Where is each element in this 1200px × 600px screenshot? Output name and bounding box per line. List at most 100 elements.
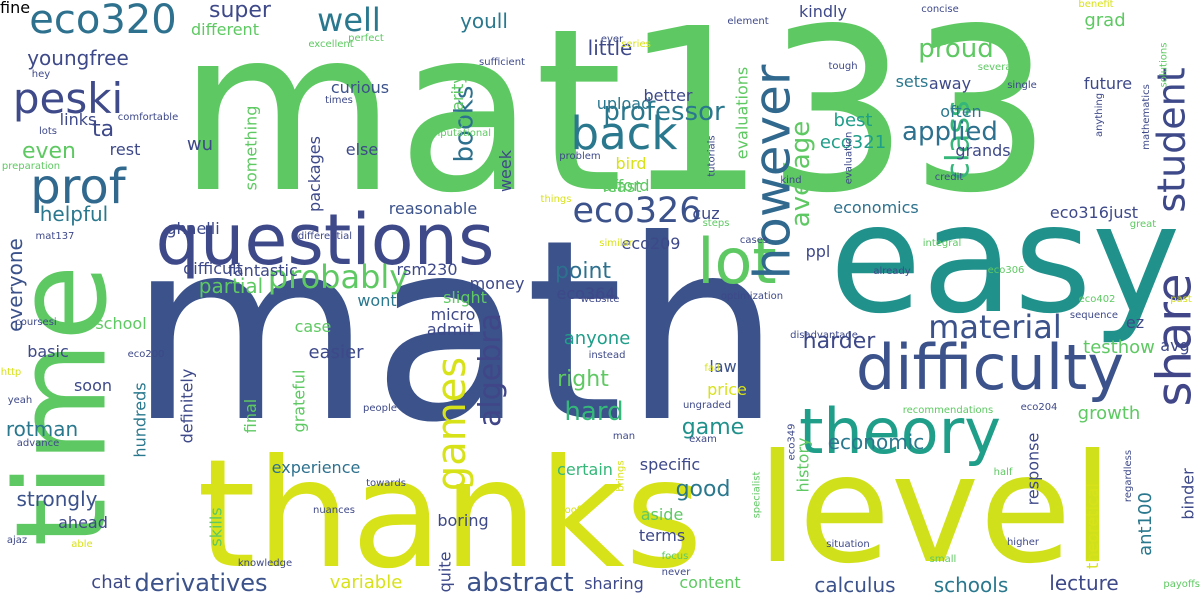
- word: disadvantage: [790, 330, 858, 341]
- word: eco402: [1078, 294, 1116, 305]
- word: ghaelli: [166, 219, 220, 238]
- word: sharing: [584, 574, 644, 593]
- word: specific: [639, 455, 701, 474]
- word: wont: [357, 291, 397, 310]
- word: mat133: [177, 0, 1053, 243]
- word: grad: [1084, 10, 1126, 31]
- word: mat137: [35, 231, 75, 242]
- word: often: [940, 102, 982, 121]
- word: benefit: [1078, 0, 1114, 10]
- word: coursesi: [15, 317, 57, 328]
- word: math: [128, 186, 782, 477]
- word: single: [1007, 80, 1037, 91]
- word: past: [1170, 294, 1192, 305]
- word: fine: [0, 0, 31, 17]
- word: man: [612, 431, 636, 442]
- word: point: [554, 259, 612, 284]
- word: eco320: [29, 0, 177, 43]
- word: theory: [799, 395, 1001, 468]
- word: rotman: [5, 417, 79, 441]
- word: recommendations: [902, 405, 994, 416]
- word: soon: [73, 376, 113, 395]
- word: case: [294, 317, 332, 336]
- word: wu: [186, 134, 214, 155]
- word: student: [1149, 67, 1194, 213]
- word: several: [977, 62, 1015, 73]
- word: youngfree: [27, 46, 129, 70]
- word: tutorials: [707, 135, 718, 177]
- word: questions: [155, 199, 495, 281]
- word: eco306: [987, 265, 1025, 276]
- word: situation: [826, 539, 870, 550]
- word: eco200: [127, 349, 165, 360]
- word: something: [241, 105, 260, 191]
- word: games: [428, 356, 475, 492]
- word: problem: [559, 151, 601, 162]
- word: series: [621, 39, 651, 50]
- word: lots: [38, 126, 58, 137]
- word: skills: [207, 507, 226, 547]
- word: best: [833, 110, 873, 131]
- word: http: [0, 367, 22, 378]
- word: growth: [1077, 403, 1141, 424]
- word: professor: [603, 97, 725, 127]
- word: rest: [109, 140, 141, 159]
- word: economic: [827, 430, 925, 454]
- word: theoretical: [1082, 483, 1102, 569]
- word: computational: [418, 128, 492, 139]
- word: eco316just: [1049, 203, 1139, 222]
- word: sufficient: [479, 57, 525, 68]
- word: people: [363, 403, 397, 414]
- word: ungraded: [682, 400, 732, 411]
- word: evaluations: [732, 66, 751, 160]
- word: definitely: [176, 368, 196, 444]
- word: ajaz: [6, 535, 28, 546]
- word: charity: [447, 74, 467, 130]
- word: lecture: [1049, 571, 1119, 595]
- word: ever: [600, 34, 624, 45]
- word: anything: [1093, 92, 1105, 138]
- word: sets: [895, 72, 929, 91]
- word: solutions: [1158, 42, 1169, 88]
- word: proud: [918, 34, 994, 64]
- word: testhow: [1083, 337, 1155, 358]
- word: price: [707, 380, 747, 399]
- word: fall: [704, 363, 720, 374]
- word: preparation: [1, 161, 61, 172]
- word: easier: [308, 342, 364, 363]
- word: better: [643, 86, 693, 105]
- word: brings: [615, 460, 627, 492]
- word: ant100: [1134, 492, 1156, 556]
- word: future: [1083, 74, 1133, 93]
- word: easy: [829, 173, 1181, 347]
- word: anyone: [563, 328, 631, 349]
- word: chat: [91, 572, 131, 593]
- word: cases: [739, 235, 769, 246]
- word: mathematics: [1141, 84, 1152, 150]
- word: focus: [661, 551, 689, 562]
- word: ahead: [58, 513, 108, 532]
- word: eco349: [785, 423, 797, 461]
- word: avg: [1160, 336, 1190, 355]
- word: calculus: [814, 573, 896, 597]
- word: element: [727, 16, 769, 27]
- word: material: [928, 308, 1062, 346]
- word: strongly: [16, 487, 98, 511]
- word: back: [570, 106, 678, 160]
- word: integral: [922, 238, 962, 249]
- word: right: [557, 367, 609, 392]
- word: hey: [31, 69, 51, 80]
- word: hundreds: [130, 382, 150, 458]
- word: game: [681, 415, 745, 440]
- word: nuances: [312, 505, 355, 516]
- word: school: [95, 314, 147, 333]
- word: hard: [564, 397, 624, 427]
- word: law: [709, 357, 737, 376]
- word: credit: [934, 172, 964, 183]
- word: binder: [1178, 468, 1198, 520]
- word: concise: [921, 4, 959, 15]
- word: quite: [434, 551, 454, 593]
- word: algebra: [472, 313, 508, 427]
- word: partial: [198, 274, 264, 298]
